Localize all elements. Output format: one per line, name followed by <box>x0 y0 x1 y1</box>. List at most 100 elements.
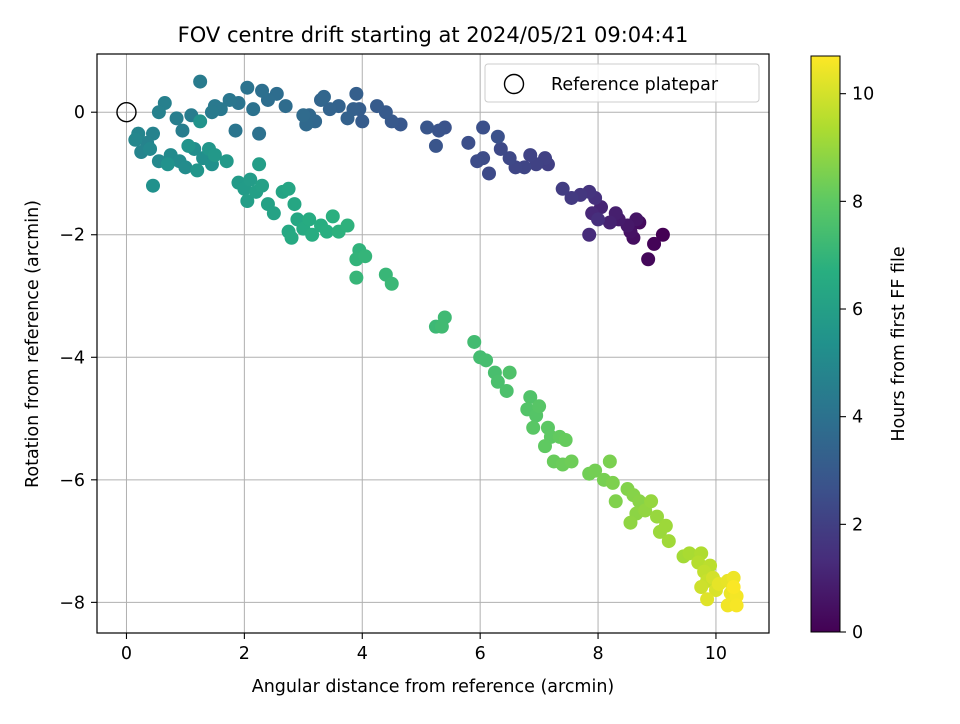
scatter-point <box>647 236 662 251</box>
scatter-point <box>349 270 364 285</box>
x-tick-label: 0 <box>121 644 132 664</box>
scatter-point <box>175 123 190 138</box>
scatter-point <box>219 154 234 169</box>
scatter-point <box>655 227 670 242</box>
scatter-point <box>700 592 715 607</box>
scatter-point <box>252 126 267 141</box>
scatter-point <box>322 102 337 117</box>
scatter-point <box>190 163 205 178</box>
scatter-point <box>349 86 364 101</box>
chart-title: FOV centre drift starting at 2024/05/21 … <box>178 23 689 47</box>
scatter-point <box>482 166 496 181</box>
scatter-point <box>281 181 296 196</box>
scatter-point <box>538 439 552 454</box>
colorbar-tick-label: 2 <box>852 515 863 535</box>
y-tick-label: −2 <box>59 226 85 246</box>
scatter-point <box>605 475 620 490</box>
scatter-point <box>726 580 741 595</box>
scatter-point <box>502 365 517 380</box>
scatter-point <box>358 249 373 264</box>
x-tick-label: 10 <box>705 644 727 664</box>
scatter-point <box>558 433 573 447</box>
scatter-point <box>658 518 673 533</box>
scatter-point <box>240 194 255 209</box>
colorbar-tick-label: 4 <box>852 408 863 428</box>
reference-layer <box>116 102 137 123</box>
scatter-point <box>564 454 579 469</box>
scatter-point <box>278 99 293 114</box>
y-tick-label: −8 <box>59 593 85 613</box>
scatter-point <box>243 172 258 187</box>
y-tick-label: 0 <box>74 103 85 123</box>
scatter-point <box>355 114 370 129</box>
plot-frame <box>96 53 770 634</box>
scatter-point <box>461 135 476 150</box>
scatter-point <box>476 120 491 135</box>
scatter-point <box>694 580 709 595</box>
colorbar-ticks: 0 2 4 6 8 10 <box>840 85 874 643</box>
scatter-point <box>160 157 175 172</box>
colorbar-tick-label: 10 <box>852 85 874 105</box>
y-axis-ticks: 0 −2 −4 −6 −8 <box>59 103 97 613</box>
scatter-point <box>470 154 485 169</box>
scatter-point <box>420 120 435 135</box>
colorbar-label: Hours from first FF file <box>889 246 909 441</box>
scatter-point <box>490 129 505 144</box>
scatter-point <box>434 319 449 334</box>
scatter-point <box>143 141 158 156</box>
scatter-point <box>431 123 446 138</box>
scatter-point <box>340 111 355 126</box>
scatter-point <box>207 148 222 163</box>
colorbar-tick-label: 6 <box>852 300 863 320</box>
scatter-point <box>252 157 267 172</box>
scatter-point <box>602 454 617 469</box>
scatter-point <box>146 178 160 193</box>
scatter-point <box>128 132 143 147</box>
scatter-point <box>588 463 603 478</box>
scatter-point <box>181 138 196 153</box>
scatter-point <box>526 420 541 435</box>
scatter-point <box>729 598 744 613</box>
scatter-point <box>591 212 606 227</box>
colorbar-gradient <box>810 55 841 633</box>
scatter-point <box>370 99 384 114</box>
scatter-point <box>246 102 261 117</box>
x-tick-label: 2 <box>239 644 250 664</box>
scatter-point <box>661 534 676 549</box>
scatter-point <box>623 515 638 530</box>
scatter-point <box>499 383 514 398</box>
x-tick-label: 8 <box>592 644 603 664</box>
scatter-point <box>523 390 538 405</box>
scatter-point <box>479 353 494 368</box>
scatter-point <box>284 230 299 245</box>
scatter-point <box>266 206 281 221</box>
scatter-point <box>650 509 664 524</box>
x-tick-label: 4 <box>357 644 368 664</box>
scatter-point <box>682 546 697 561</box>
scatter-point <box>222 92 237 107</box>
scatter-point <box>193 114 208 129</box>
y-tick-label: −6 <box>59 471 85 491</box>
scatter-point <box>493 141 508 156</box>
scatter-point <box>340 218 355 233</box>
scatter-point <box>532 399 547 414</box>
scatter-point <box>502 151 517 166</box>
scatter-point <box>287 197 302 212</box>
colorbar: 0 2 4 6 8 10 Hours from first FF file <box>810 55 909 643</box>
colorbar-tick-label: 0 <box>852 623 863 643</box>
scatter-point <box>319 224 334 239</box>
scatter-point <box>384 276 399 291</box>
scatter-point <box>608 494 623 509</box>
scatter-point <box>228 123 243 138</box>
legend-marker-reference <box>503 73 525 95</box>
scatter-point <box>255 178 270 193</box>
scatter-point <box>555 181 570 196</box>
scatter-point <box>582 227 597 242</box>
y-axis-label: Rotation from reference (arcmin) <box>23 200 43 488</box>
legend-box <box>484 63 760 103</box>
scatter-point <box>204 105 219 120</box>
scatter-point <box>240 80 255 95</box>
y-tick-label: −4 <box>59 348 85 368</box>
scatter-points <box>128 74 744 613</box>
